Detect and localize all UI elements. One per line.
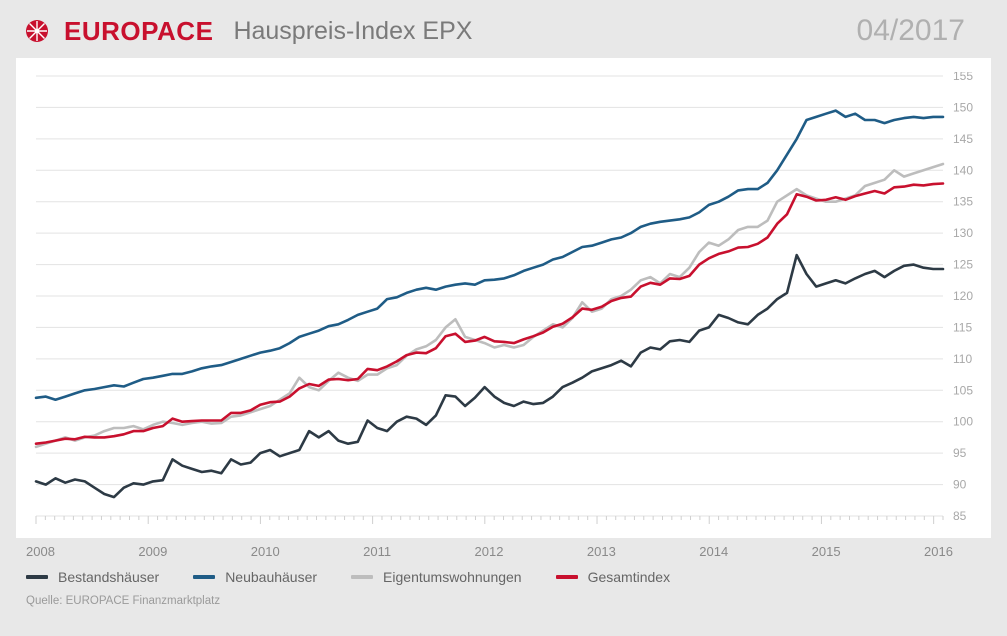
series-gesamtindex — [36, 184, 943, 444]
legend-item-eigentumswohnungen: Eigentumswohnungen — [351, 569, 522, 585]
chart-area: 85 90 95 100 105 110 115 120 125 130 135 140 145 150 1… — [16, 58, 991, 538]
source-text: Quelle: EUROPACE Finanzmarktplatz — [16, 593, 991, 607]
y-axis-tick-label: 130 — [953, 226, 973, 240]
brand-name: EUROPACE — [64, 16, 213, 47]
y-axis-tick-label: 115 — [953, 320, 972, 334]
legend-item-neubauhaeuser: Neubauhäuser — [193, 569, 317, 585]
y-axis-tick-label: 145 — [953, 132, 973, 146]
legend-label: Neubauhäuser — [225, 569, 317, 585]
legend-swatch — [351, 575, 373, 579]
y-axis-tick-label: 90 — [953, 478, 967, 492]
y-axis-tick-label: 95 — [953, 446, 967, 460]
legend-item-bestandshaeuser: Bestandshäuser — [26, 569, 159, 585]
y-axis-tick-label: 105 — [953, 383, 973, 397]
y-axis-tick-label: 125 — [953, 258, 973, 272]
x-axis-tick-label: 2016 — [924, 544, 953, 559]
y-axis-tick-label: 155 — [953, 72, 973, 83]
x-axis-tick-label: 2010 — [251, 544, 280, 559]
y-axis-tick-label: 150 — [953, 100, 973, 114]
x-axis-tick-label: 2013 — [587, 544, 616, 559]
legend: Bestandshäuser Neubauhäuser Eigentumswohnu… — [16, 565, 991, 593]
x-axis-tick-label: 2014 — [699, 544, 728, 559]
legend-label: Bestandshäuser — [58, 569, 159, 585]
europace-logo-icon — [24, 18, 50, 44]
x-axis-tick-label: 2012 — [475, 544, 504, 559]
x-axis-tick-label: 2011 — [363, 544, 391, 559]
y-axis-tick-label: 85 — [953, 509, 967, 523]
report-date: 04/2017 — [857, 14, 983, 48]
x-axis-tick-label: 2009 — [138, 544, 167, 559]
line-chart: 85 90 95 100 105 110 115 120 125 130 135 140 145 150 1… — [30, 72, 985, 532]
x-axis-tick-label: 2015 — [812, 544, 841, 559]
legend-label: Gesamtindex — [588, 569, 670, 585]
page-container: EUROPACE Hauspreis-Index EPX 04/2017 85 9… — [0, 0, 1007, 636]
legend-swatch — [556, 575, 578, 579]
legend-item-gesamtindex: Gesamtindex — [556, 569, 670, 585]
chart-title: Hauspreis-Index EPX — [233, 17, 472, 46]
series-eigentumswohnungen — [36, 164, 943, 447]
y-axis-tick-label: 140 — [953, 163, 973, 177]
x-axis-tick-label: 2008 — [26, 544, 55, 559]
legend-swatch — [26, 575, 48, 579]
x-axis-labels: 2008 2009 2010 2011 2012 2013 2014 2015 2016 — [16, 538, 991, 565]
series-neubauhaeuser — [36, 111, 943, 400]
legend-swatch — [193, 575, 215, 579]
series-bestandshaeuser — [36, 255, 943, 497]
y-axis-tick-label: 110 — [953, 352, 972, 366]
y-axis-tick-label: 120 — [953, 289, 973, 303]
y-axis-tick-label: 135 — [953, 195, 973, 209]
legend-label: Eigentumswohnungen — [383, 569, 522, 585]
y-axis-tick-label: 100 — [953, 415, 973, 429]
header: EUROPACE Hauspreis-Index EPX 04/2017 — [6, 6, 1001, 58]
